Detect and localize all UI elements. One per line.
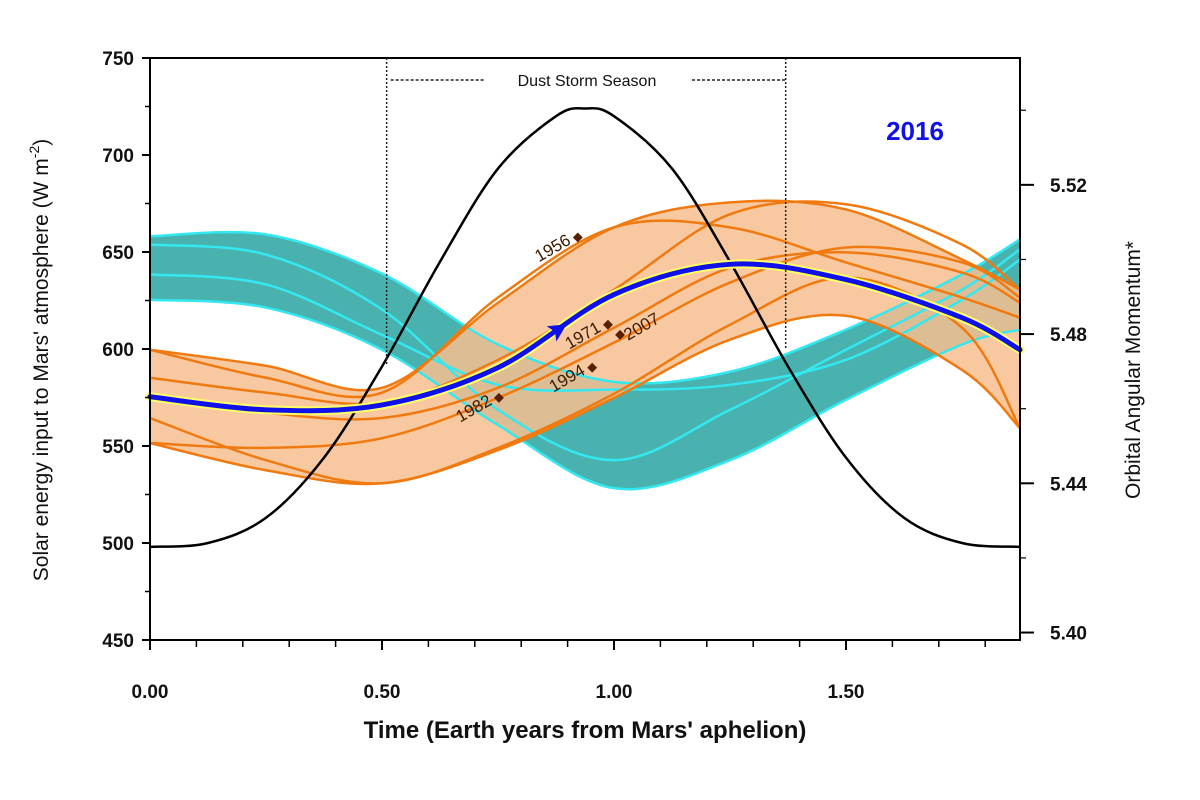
year-marker-1971 (603, 319, 613, 330)
x-tick-label: 1.00 (596, 682, 633, 703)
y-left-tick-label: 650 (102, 243, 134, 264)
chart-title: 2016 (886, 116, 944, 146)
y-left-tick-label: 750 (102, 49, 134, 70)
solar-energy-line (149, 106, 1021, 549)
teal-band-line-0 (149, 258, 1021, 392)
y-axis-right-label: Orbital Angular Momentum* (1122, 241, 1145, 499)
orange-band-line-3 (149, 245, 1021, 450)
y-right-tick-label: 5.52 (1050, 176, 1087, 197)
teal-band-line-1 (149, 243, 1021, 462)
y-left-tick-label: 550 (102, 437, 134, 458)
y-right-tick-label: 5.40 (1050, 624, 1087, 645)
dust-storm-annotation: Dust Storm Season (385, 58, 787, 365)
y-left-tick-label: 600 (102, 340, 134, 361)
orange-band-line-0 (149, 219, 1021, 399)
orange-band-line-2 (149, 251, 1021, 421)
x-tick-label: 0.00 (132, 682, 169, 703)
orange-band-upper-edge (149, 199, 1021, 392)
y-left-tick-label: 450 (102, 631, 134, 652)
x-tick-label: 0.50 (364, 682, 401, 703)
teal-band-lower-edge (149, 298, 1021, 491)
year-marker-1956 (572, 232, 583, 243)
year-marker-1982 (493, 392, 504, 403)
x-tick-label: 1.50 (828, 682, 865, 703)
y-left-tick-label: 700 (102, 146, 134, 167)
y-right-tick-label: 5.48 (1050, 325, 1087, 346)
y-left-tick-label: 500 (102, 534, 134, 555)
x-axis-label: Time (Earth years from Mars' aphelion) (364, 717, 807, 744)
year-marker-2007 (615, 329, 625, 340)
axes: 450 500 550 600 650 700 750 5.40 5.44 5.48 5.52 0.0… (102, 49, 1087, 703)
y-axis-left-label: Solar energy input to Mars' atmosphere (… (26, 139, 53, 581)
year-marker-1994 (587, 362, 598, 373)
lines-layer (145, 106, 1025, 549)
series-2016-arrow-icon (546, 324, 567, 342)
teal-band-fill (150, 232, 1020, 490)
series-2016-line (147, 261, 1023, 414)
y-right-tick-label: 5.44 (1050, 474, 1087, 495)
dust-storm-label: Dust Storm Season (518, 73, 657, 90)
